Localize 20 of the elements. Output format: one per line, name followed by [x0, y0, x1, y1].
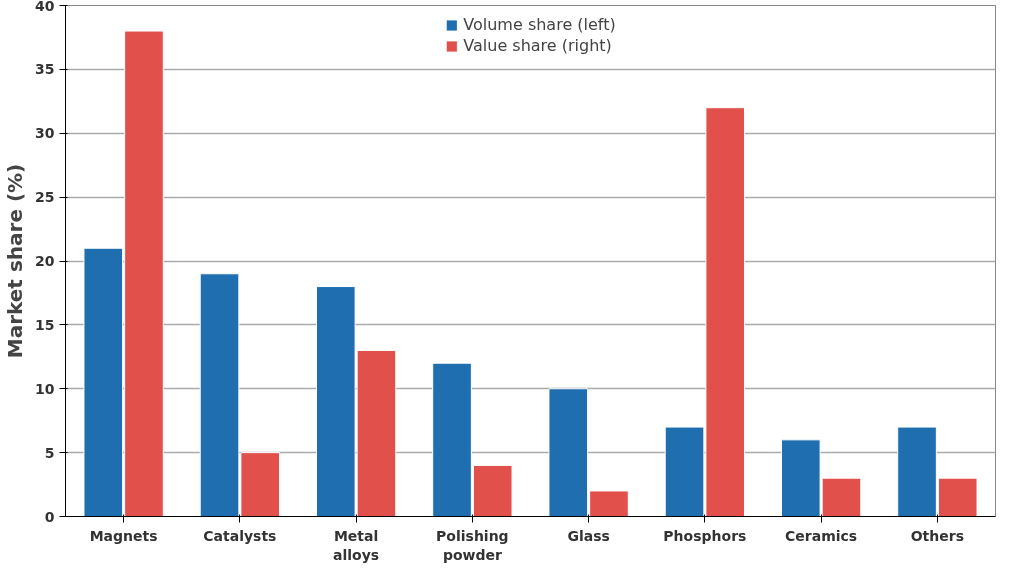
y-tick-label: 5 [44, 444, 55, 461]
legend-label: Value share (right) [463, 36, 612, 55]
y-tick-label: 25 [35, 189, 55, 206]
y-tick-label: 10 [35, 380, 55, 397]
x-tick-label: Magnets [89, 527, 158, 544]
x-tick-label: Others [910, 527, 965, 544]
y-tick-label: 15 [35, 316, 55, 333]
x-tick-label: Ceramics [785, 527, 858, 544]
y-tick-label: 40 [35, 0, 55, 14]
y-tick-label: 20 [35, 253, 55, 269]
x-tick-label: Catalysts [203, 527, 277, 544]
legend-label: Volume share (left) [463, 15, 616, 34]
x-tick-label: Metal alloys [333, 527, 380, 563]
x-tick-label: Glass [567, 527, 610, 544]
y-axis-title: Market share (%) [3, 163, 28, 359]
y-tick-label: 0 [44, 508, 55, 525]
y-tick-label: 30 [35, 125, 55, 142]
y-tick-label: 35 [35, 61, 55, 78]
x-tick-label: Phosphors [663, 527, 747, 544]
x-tick-label: Polishing powder [436, 527, 509, 563]
